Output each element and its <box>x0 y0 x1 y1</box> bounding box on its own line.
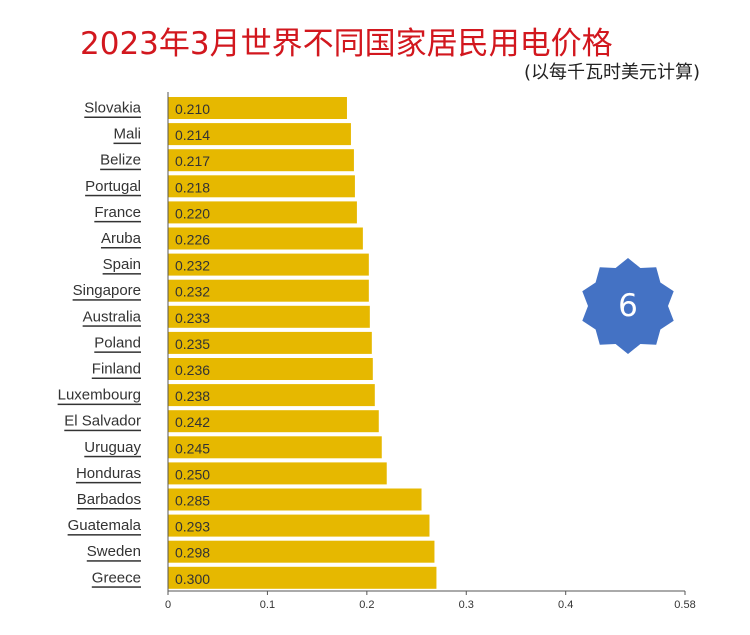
category-label: Luxembourg <box>58 387 141 404</box>
value-label: 0.217 <box>175 153 210 169</box>
badge-number: 6 <box>618 288 638 324</box>
value-label: 0.250 <box>175 466 210 482</box>
bar-honduras <box>168 462 387 485</box>
value-label: 0.232 <box>175 258 210 274</box>
value-label: 0.236 <box>175 362 210 378</box>
category-label: Barbados <box>77 491 141 508</box>
bar-luxembourg <box>168 384 375 407</box>
bar-sweden <box>168 540 435 563</box>
bar-uruguay <box>168 436 382 459</box>
category-label: Portugal <box>85 178 141 195</box>
bar-portugal <box>168 175 355 198</box>
value-label: 0.218 <box>175 179 210 195</box>
chart-subtitle: (以每千瓦时美元计算) <box>523 62 700 83</box>
value-label: 0.238 <box>175 388 210 404</box>
bar-mali <box>168 123 351 146</box>
bar-singapore <box>168 279 369 302</box>
value-label: 0.293 <box>175 519 210 535</box>
value-label: 0.220 <box>175 205 210 221</box>
value-label: 0.245 <box>175 440 210 456</box>
bar-australia <box>168 305 370 328</box>
bar-el-salvador <box>168 410 379 433</box>
category-label: Aruba <box>101 230 142 247</box>
bar-poland <box>168 331 372 354</box>
category-label: Honduras <box>76 465 141 482</box>
chart-title: 2023年3月世界不同国家居民用电价格 <box>80 26 613 62</box>
category-label: Poland <box>94 334 141 351</box>
category-label: Belize <box>100 152 141 169</box>
bar-finland <box>168 358 373 380</box>
bar-spain <box>168 253 369 276</box>
category-label: Sweden <box>87 543 141 560</box>
bar-guatemala <box>168 514 430 537</box>
value-label: 0.232 <box>175 284 210 300</box>
value-label: 0.242 <box>175 414 210 430</box>
value-label: 0.235 <box>175 336 210 352</box>
category-label: France <box>94 204 141 221</box>
x-tick-label: 0 <box>165 599 171 611</box>
x-tick-label: 0.58 <box>674 599 695 611</box>
bar-greece <box>168 566 437 589</box>
category-label: Singapore <box>73 282 141 299</box>
bar-slovakia <box>168 97 347 119</box>
value-label: 0.233 <box>175 310 210 326</box>
category-label: Guatemala <box>68 517 142 534</box>
x-tick-label: 0.2 <box>359 599 374 611</box>
category-label: Finland <box>92 361 141 378</box>
bar-barbados <box>168 488 422 511</box>
value-label: 0.298 <box>175 545 210 561</box>
bar-belize <box>168 149 354 172</box>
x-tick-label: 0.1 <box>260 599 275 611</box>
category-label: Spain <box>103 256 141 273</box>
category-label: Mali <box>113 126 141 143</box>
value-label: 0.214 <box>175 127 210 143</box>
category-label: Australia <box>83 308 142 325</box>
value-label: 0.210 <box>175 101 210 117</box>
value-label: 0.285 <box>175 493 210 509</box>
x-tick-label: 0.3 <box>459 599 474 611</box>
value-label: 0.226 <box>175 232 210 248</box>
bar-aruba <box>168 227 363 250</box>
category-label: Uruguay <box>84 439 141 456</box>
x-tick-label: 0.4 <box>558 599 573 611</box>
badge-star-icon: 6 <box>582 258 674 354</box>
category-label: El Salvador <box>64 413 141 430</box>
bar-france <box>168 201 357 224</box>
category-label: Slovakia <box>84 100 141 117</box>
category-label: Greece <box>92 569 141 586</box>
value-label: 0.300 <box>175 571 210 587</box>
